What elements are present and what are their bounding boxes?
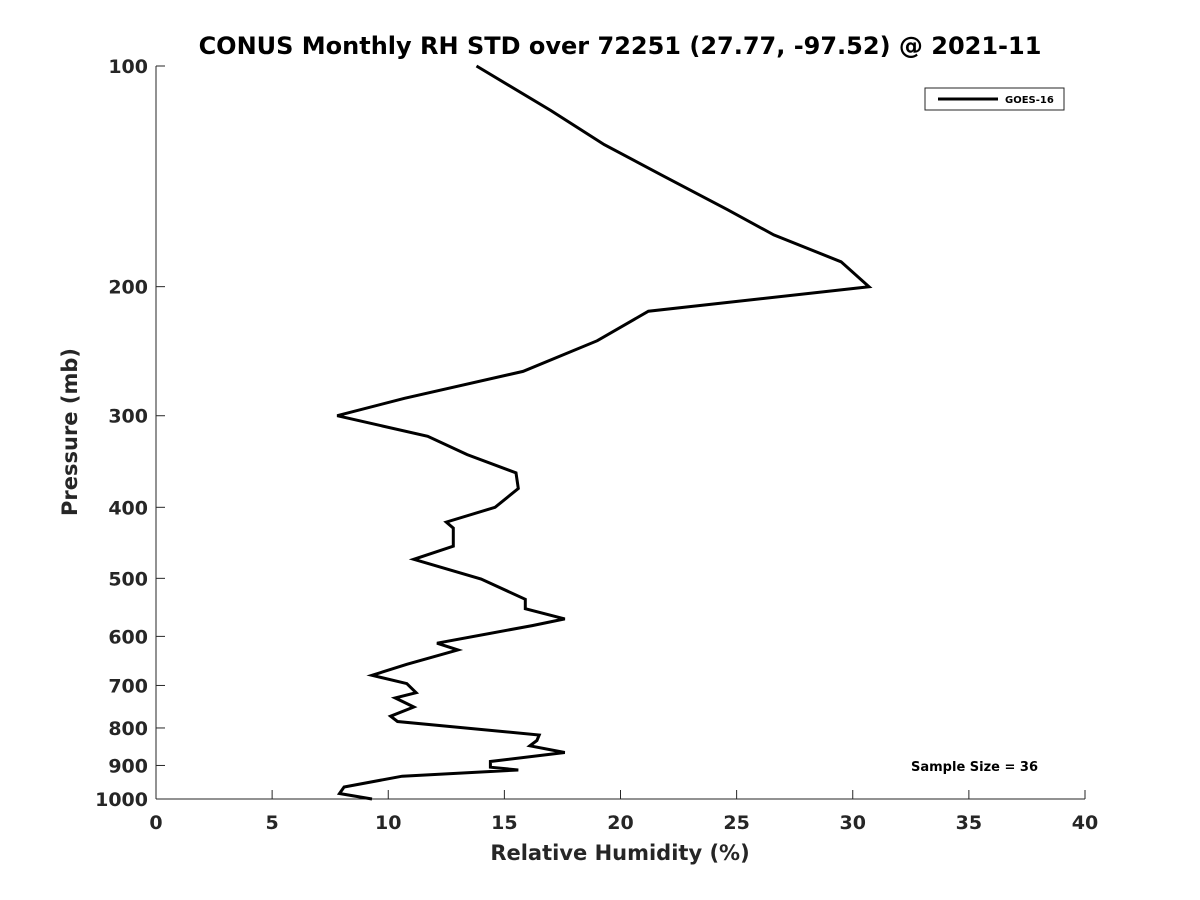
legend: GOES-16 [924, 87, 1065, 111]
y-tick-label: 500 [108, 568, 148, 590]
x-axis-label: Relative Humidity (%) [490, 841, 749, 865]
x-tick-label: 10 [375, 812, 401, 834]
x-tick-label: 0 [149, 812, 162, 834]
y-tick-label: 400 [108, 497, 148, 519]
y-tick-label: 100 [108, 56, 148, 78]
y-tick-label: 1000 [95, 789, 148, 811]
x-tick-label: 25 [723, 812, 749, 834]
y-tick-label: 300 [108, 406, 148, 428]
plot-axes [155, 66, 1085, 800]
x-tick-label: 20 [607, 812, 633, 834]
y-tick-label: 900 [108, 755, 148, 777]
x-tick-label: 5 [266, 812, 279, 834]
x-tick-label: 35 [956, 812, 982, 834]
y-tick-label: 800 [108, 718, 148, 740]
y-axis: 100 200 300 400 500 600 700 800 900 1000 [95, 56, 165, 811]
series-layer [336, 64, 873, 801]
y-tick-label: 200 [108, 277, 148, 299]
sample-size-annotation: Sample Size = 36 [911, 760, 1038, 775]
y-tick-label: 700 [108, 675, 148, 697]
x-tick-label: 30 [840, 812, 866, 834]
series-line-goes-16 [336, 64, 873, 801]
x-axis: 0 5 10 15 20 25 30 35 40 [149, 790, 1098, 834]
x-tick-label: 40 [1072, 812, 1098, 834]
y-tick-label: 600 [108, 626, 148, 648]
legend-label: GOES-16 [1005, 95, 1054, 106]
chart-title: CONUS Monthly RH STD over 72251 (27.77, … [199, 32, 1042, 60]
y-axis-label: Pressure (mb) [58, 348, 82, 516]
x-tick-label: 15 [491, 812, 517, 834]
